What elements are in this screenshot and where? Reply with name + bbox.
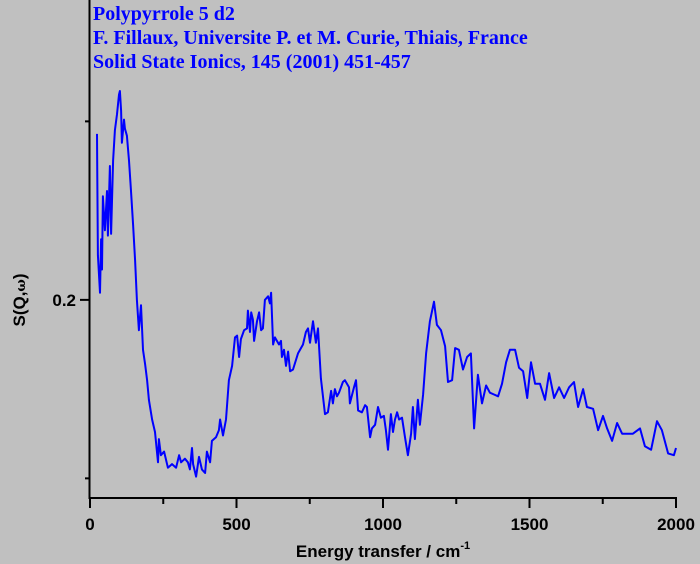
- x-tick-label: 1000: [364, 515, 402, 534]
- chart-title-line-3: Solid State Ionics, 145 (2001) 451-457: [93, 51, 411, 73]
- x-tick-label: 500: [222, 515, 250, 534]
- x-tick-label: 1500: [511, 515, 549, 534]
- axis-ticks: 0 500 1000 1500 2000 0.2: [52, 120, 695, 534]
- x-axis-label: Energy transfer / cm-1: [296, 540, 470, 561]
- y-tick-label: 0.2: [52, 291, 76, 310]
- x-axis-label-superscript: -1: [460, 540, 470, 552]
- x-tick-label: 2000: [657, 515, 695, 534]
- y-axis-label: S(Q,ω): [10, 273, 29, 326]
- y-axis-label-omega: ω: [14, 279, 29, 291]
- y-axis-label-text: S(Q,: [10, 292, 29, 327]
- x-tick-label: 0: [85, 515, 94, 534]
- series-line: [96, 90, 677, 478]
- chart-title-line-2: F. Fillaux, Universite P. et M. Curie, T…: [93, 27, 528, 49]
- chart-title-line-1: Polypyrrole 5 d2: [93, 3, 235, 25]
- x-axis-label-text: Energy transfer / cm: [296, 542, 460, 561]
- y-axis-label-close: ): [10, 273, 29, 279]
